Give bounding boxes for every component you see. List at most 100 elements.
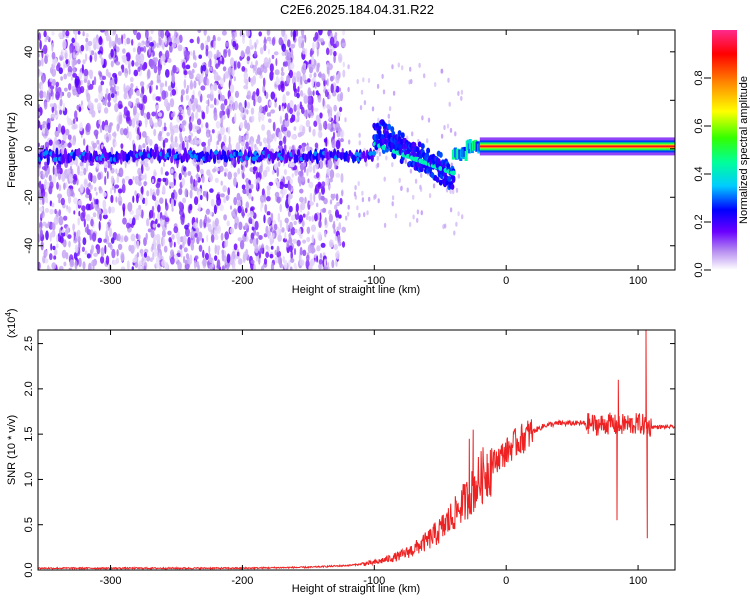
- heatmap-noise-cell: [276, 245, 280, 253]
- heatmap-noise-cell: [279, 263, 284, 269]
- heatmap-signal-cell: [297, 149, 301, 157]
- heatmap-noise-cell: [360, 89, 364, 95]
- heatmap-signal-cell: [450, 183, 455, 190]
- heatmap-noise-cell: [223, 168, 229, 173]
- heatmap-noise-cell: [42, 75, 45, 84]
- heatmap-noise-cell: [175, 38, 180, 45]
- heatmap-noise-cell: [342, 61, 345, 68]
- heatmap-noise-cell: [69, 45, 72, 54]
- heatmap-noise-cell: [328, 209, 332, 215]
- heatmap-noise-cell: [262, 77, 266, 87]
- heatmap-noise-cell: [73, 251, 78, 260]
- heatmap-noise-cell: [283, 144, 287, 151]
- heatmap-noise-cell: [120, 143, 124, 149]
- heatmap-noise-cell: [277, 234, 282, 242]
- heatmap-noise-cell: [210, 198, 215, 207]
- heatmap-noise-cell: [281, 227, 285, 233]
- heatmap-noise-cell: [233, 76, 236, 82]
- heatmap-noise-cell: [40, 229, 43, 237]
- heatmap-y-tick-label: -40: [23, 238, 35, 254]
- heatmap-noise-cell: [290, 258, 295, 263]
- heatmap-noise-cell: [80, 79, 83, 86]
- heatmap-noise-cell: [367, 78, 371, 83]
- heatmap-noise-cell: [176, 252, 182, 258]
- heatmap-noise-cell: [191, 68, 195, 74]
- heatmap-noise-cell: [173, 241, 176, 248]
- heatmap-noise-cell: [150, 187, 153, 197]
- heatmap-x-tick-label: 0: [503, 275, 509, 287]
- heatmap-noise-cell: [207, 216, 210, 223]
- heatmap-noise-cell: [141, 257, 144, 266]
- heatmap-noise-cell: [440, 68, 444, 74]
- heatmap-noise-cell: [206, 94, 211, 99]
- heatmap-noise-cell: [64, 52, 68, 60]
- heatmap-noise-cell: [357, 181, 360, 186]
- heatmap-noise-cell: [213, 204, 217, 215]
- heatmap-noise-cell: [43, 91, 47, 98]
- heatmap-noise-cell: [286, 52, 291, 61]
- heatmap-noise-cell: [228, 143, 232, 152]
- heatmap-noise-cell: [290, 250, 294, 260]
- heatmap-noise-cell: [140, 174, 146, 179]
- heatmap-noise-cell: [128, 68, 131, 75]
- heatmap-noise-cell: [233, 60, 236, 71]
- heatmap-noise-cell: [300, 201, 306, 211]
- heatmap-noise-cell: [246, 56, 251, 62]
- heatmap-noise-cell: [203, 30, 207, 36]
- heatmap-noise-cell: [135, 97, 140, 104]
- heatmap-noise-cell: [287, 39, 291, 48]
- heatmap-noise-cell: [121, 183, 126, 194]
- heatmap-noise-cell: [180, 216, 185, 226]
- heatmap-noise-cell: [100, 30, 105, 33]
- heatmap-noise-cell: [326, 66, 330, 75]
- heatmap-noise-cell: [207, 50, 213, 60]
- heatmap-noise-cell: [224, 171, 227, 177]
- heatmap-noise-cell: [112, 30, 117, 35]
- heatmap-noise-cell: [305, 145, 310, 152]
- heatmap-noise-cell: [313, 120, 318, 127]
- heatmap-noise-cell: [142, 94, 148, 104]
- heatmap-noise-cell: [332, 123, 336, 128]
- heatmap-noise-cell: [68, 206, 71, 214]
- heatmap-noise-cell: [219, 204, 224, 212]
- heatmap-noise-cell: [404, 159, 407, 165]
- heatmap-noise-cell: [58, 209, 62, 217]
- heatmap-noise-cell: [38, 261, 41, 270]
- heatmap-noise-cell: [184, 263, 190, 270]
- heatmap-noise-cell: [135, 112, 140, 118]
- heatmap-noise-cell: [281, 30, 286, 37]
- heatmap-noise-cell: [146, 84, 149, 90]
- heatmap-noise-cell: [241, 66, 246, 72]
- heatmap-noise-cell: [60, 125, 66, 135]
- heatmap-signal-cell: [435, 176, 440, 183]
- heatmap-noise-cell: [74, 32, 77, 41]
- heatmap-signal-cell: [235, 150, 239, 157]
- heatmap-noise-cell: [116, 37, 122, 45]
- heatmap-noise-cell: [161, 126, 164, 134]
- heatmap-noise-cell: [88, 193, 92, 202]
- heatmap-noise-cell: [333, 220, 336, 231]
- heatmap-noise-cell: [284, 112, 289, 121]
- heatmap-noise-cell: [131, 39, 134, 46]
- heatmap-noise-cell: [169, 98, 175, 108]
- heatmap-noise-cell: [317, 95, 322, 103]
- heatmap-noise-cell: [291, 134, 297, 140]
- heatmap-noise-cell: [44, 170, 49, 178]
- heatmap-noise-cell: [261, 124, 266, 131]
- heatmap-noise-cell: [132, 217, 136, 226]
- heatmap-noise-cell: [102, 208, 108, 216]
- heatmap-noise-cell: [123, 128, 128, 136]
- heatmap-noise-cell: [48, 174, 52, 182]
- heatmap-noise-cell: [281, 43, 286, 52]
- heatmap-signal-cell: [237, 151, 243, 157]
- heatmap-noise-cell: [96, 207, 102, 213]
- heatmap-noise-cell: [95, 198, 99, 205]
- heatmap-noise-cell: [326, 104, 331, 110]
- heatmap-noise-cell: [115, 196, 118, 203]
- heatmap-noise-cell: [123, 83, 126, 93]
- heatmap-noise-cell: [255, 39, 259, 45]
- heatmap-noise-cell: [255, 138, 260, 145]
- heatmap-noise-cell: [210, 234, 215, 243]
- heatmap-noise-cell: [301, 145, 306, 153]
- heatmap-noise-cell: [338, 214, 342, 219]
